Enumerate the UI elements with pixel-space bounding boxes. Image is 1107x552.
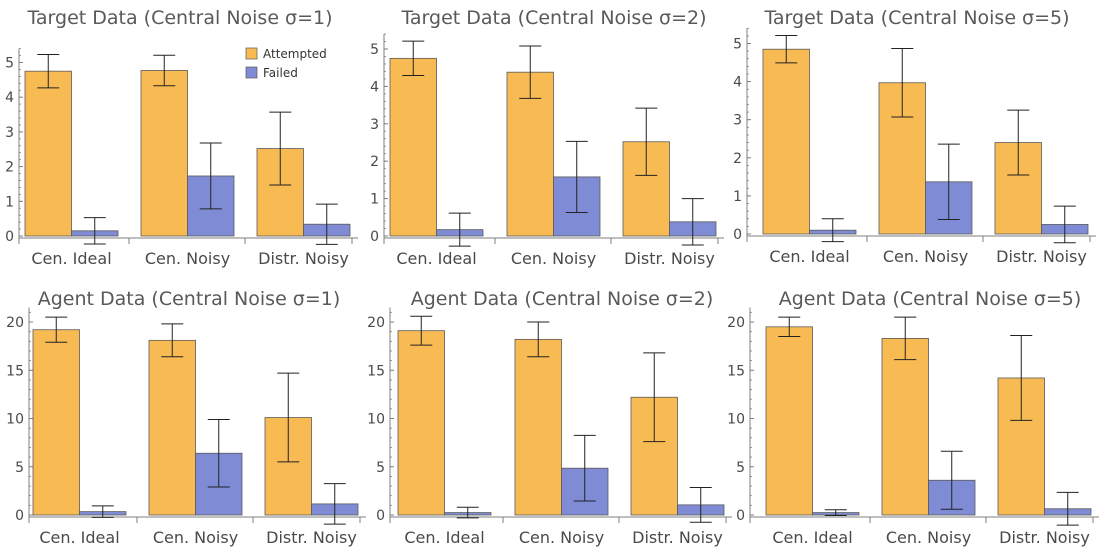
y-tick-label: 3: [5, 125, 14, 141]
x-category-label: Distr. Noisy: [624, 249, 715, 268]
chart-title: Agent Data (Central Noise σ=2): [411, 288, 714, 310]
chart-panel-3: Target Data (Central Noise σ=5) 0 1 2 3 4 5 Cen…: [733, 7, 1096, 266]
y-tick-label: 1: [733, 189, 742, 205]
chart-title: Agent Data (Central Noise σ=1): [38, 288, 341, 310]
bar-attempted: [881, 338, 929, 516]
y-tick-label: 10: [367, 412, 385, 428]
legend-label-failed: Failed: [263, 66, 298, 80]
legend-swatch-attempted: [245, 47, 258, 60]
chart-panel-4: Agent Data (Central Noise σ=1) 0 5 10 15 20 Ce…: [6, 288, 366, 547]
x-category-label: Cen. Noisy: [519, 528, 604, 547]
bar-attempted: [32, 329, 80, 516]
y-tick-label: 20: [367, 315, 385, 331]
x-category-label: Distr. Noisy: [632, 528, 723, 547]
x-category-label: Cen. Noisy: [145, 249, 230, 268]
y-tick-label: 1: [5, 194, 14, 210]
x-category-label: Cen. Noisy: [883, 247, 968, 266]
x-category-label: Cen. Ideal: [396, 249, 476, 268]
bar-attempted: [514, 338, 562, 516]
bar-attempted: [389, 57, 437, 237]
x-category-label: Distr. Noisy: [996, 247, 1087, 266]
y-tick-label: 5: [15, 460, 24, 476]
y-tick-label: 4: [5, 90, 14, 106]
y-tick-label: 15: [6, 363, 24, 379]
chart-title: Target Data (Central Noise σ=1): [26, 7, 332, 29]
y-tick-label: 0: [370, 229, 379, 245]
chart-panel-2: Target Data (Central Noise σ=2) 0 1 2 3 4 5 Cen…: [370, 7, 724, 268]
y-tick-label: 2: [370, 154, 379, 170]
legend: Attempted Failed: [245, 47, 327, 80]
y-tick-label: 4: [733, 75, 742, 91]
bar-attempted: [765, 326, 813, 516]
legend-swatch-failed: [245, 66, 258, 79]
y-tick-label: 4: [370, 79, 379, 95]
y-tick-label: 3: [370, 117, 379, 133]
x-category-label: Cen. Ideal: [31, 249, 111, 268]
bar-attempted: [148, 339, 196, 516]
chart-panel-5: Agent Data (Central Noise σ=2) 0 5 10 15 20 Ce…: [367, 288, 732, 547]
chart-title: Agent Data (Central Noise σ=5): [779, 288, 1082, 310]
y-tick-label: 5: [370, 42, 379, 58]
y-tick-label: 20: [6, 315, 24, 331]
x-category-label: Distr. Noisy: [266, 528, 357, 547]
y-tick-label: 0: [733, 227, 742, 243]
y-tick-label: 2: [733, 151, 742, 167]
x-category-label: Cen. Ideal: [39, 528, 119, 547]
x-category-label: Distr. Noisy: [999, 528, 1090, 547]
y-tick-label: 10: [6, 412, 24, 428]
chart-title: Target Data (Central Noise σ=2): [400, 7, 706, 29]
x-category-label: Cen. Ideal: [404, 528, 484, 547]
x-category-label: Cen. Noisy: [886, 528, 971, 547]
x-category-label: Cen. Ideal: [769, 247, 849, 266]
chart-panel-1: Target Data (Central Noise σ=1) 0 1 2 3 4 5 Cen…: [5, 7, 358, 268]
bar-attempted: [140, 70, 188, 237]
y-tick-label: 3: [733, 113, 742, 129]
y-tick-label: 20: [727, 315, 745, 331]
legend-label-attempted: Attempted: [263, 47, 327, 61]
bar-attempted: [762, 48, 810, 235]
bar-attempted: [997, 377, 1045, 516]
x-category-label: Cen. Ideal: [772, 528, 852, 547]
y-tick-label: 5: [736, 460, 745, 476]
y-tick-label: 5: [376, 460, 385, 476]
y-tick-label: 2: [5, 160, 14, 176]
y-tick-label: 1: [370, 192, 379, 208]
y-tick-label: 0: [5, 229, 14, 245]
y-tick-label: 0: [15, 508, 24, 524]
chart-panel-6: Agent Data (Central Noise σ=5) 0 5 10 15 20 Ce…: [727, 288, 1099, 547]
y-tick-label: 15: [367, 363, 385, 379]
y-tick-label: 15: [727, 363, 745, 379]
x-category-label: Distr. Noisy: [258, 249, 349, 268]
y-tick-label: 5: [733, 37, 742, 53]
y-tick-label: 0: [376, 508, 385, 524]
y-tick-label: 5: [5, 56, 14, 72]
y-tick-label: 0: [736, 508, 745, 524]
x-category-label: Cen. Noisy: [511, 249, 596, 268]
bar-attempted: [24, 70, 72, 237]
bar-attempted: [397, 330, 445, 516]
chart-title: Target Data (Central Noise σ=5): [763, 7, 1069, 29]
y-tick-label: 10: [727, 412, 745, 428]
x-category-label: Cen. Noisy: [153, 528, 238, 547]
